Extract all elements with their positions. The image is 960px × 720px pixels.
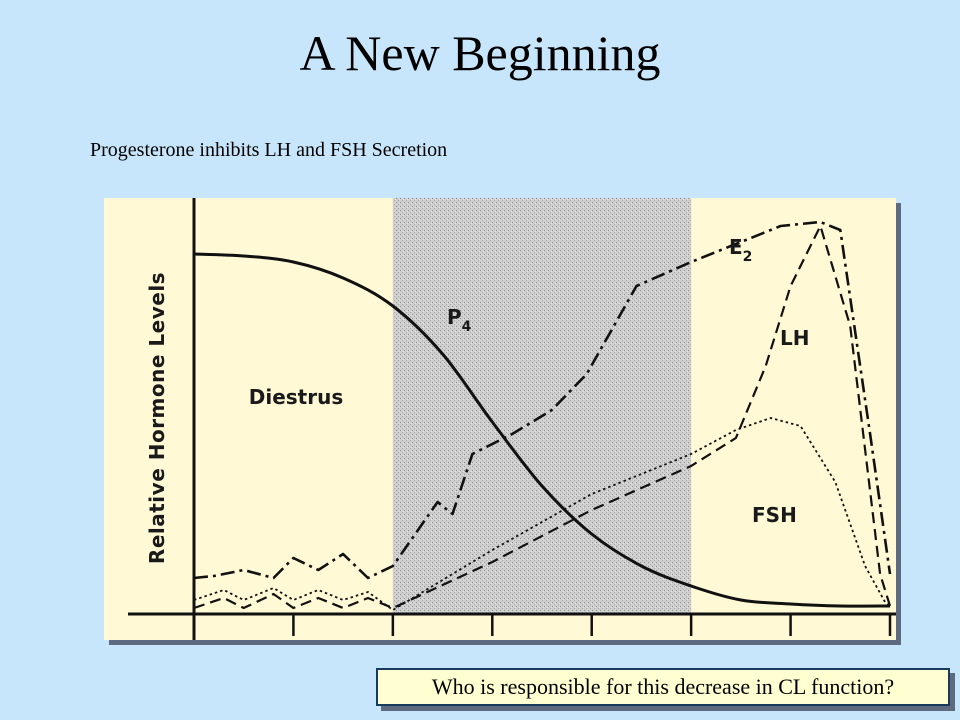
series-label-lh: LH — [780, 326, 809, 350]
shaded-region — [392, 198, 692, 614]
series-line-p4 — [193, 252, 891, 608]
question-callout: Who is responsible for this decrease in … — [376, 668, 950, 706]
series-label-e2-sub: 2 — [743, 249, 753, 265]
y-axis-label: Relative Hormone Levels — [145, 272, 169, 564]
slide-title: A New Beginning — [299, 25, 661, 81]
series-label-fsh: FSH — [752, 503, 797, 527]
series-label-p4: P4 — [447, 305, 472, 335]
region-label-diestrus: Diestrus — [249, 385, 344, 409]
series-line-e2 — [193, 220, 892, 580]
series-label-p4-sub: 4 — [462, 319, 472, 335]
series-label-e2: E2 — [729, 235, 752, 265]
slide-subtitle: Progesterone inhibits LH and FSH Secreti… — [90, 139, 448, 161]
series-label-p4-main: P — [447, 305, 462, 329]
hormone-chart: Relative Hormone Levels Diestrus P4 E2 L… — [104, 198, 896, 640]
series-line-lh — [193, 224, 892, 610]
chart-svg: Relative Hormone Levels Diestrus P4 E2 L… — [128, 198, 896, 640]
series-line-fsh — [193, 417, 891, 611]
series-label-e2-main: E — [729, 235, 743, 259]
